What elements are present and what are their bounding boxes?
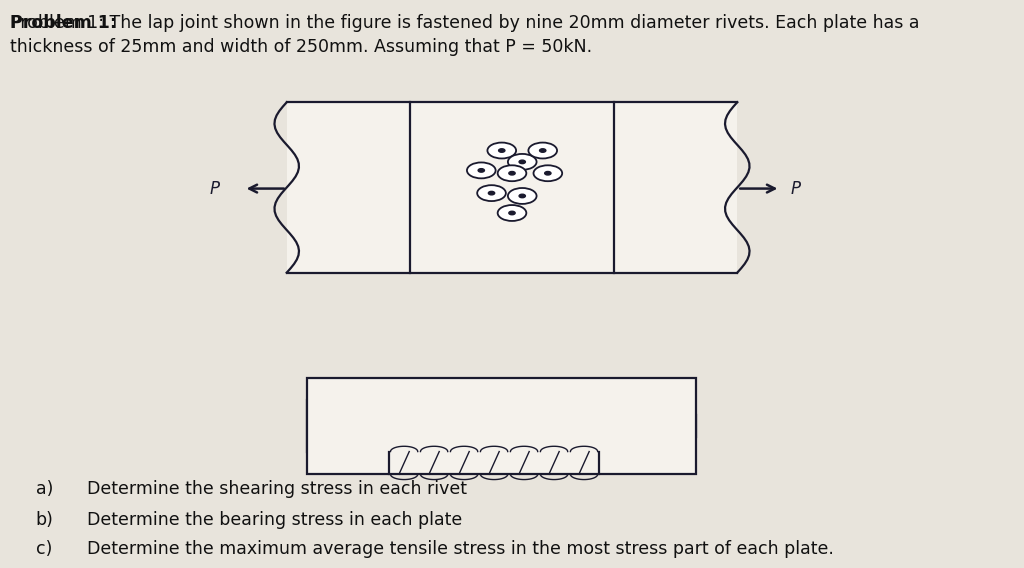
- Circle shape: [498, 165, 526, 181]
- Text: Determine the shearing stress in each rivet: Determine the shearing stress in each ri…: [87, 480, 467, 498]
- Circle shape: [534, 165, 562, 181]
- Circle shape: [509, 172, 515, 175]
- Circle shape: [477, 185, 506, 201]
- Text: c): c): [36, 540, 52, 558]
- Bar: [287, 102, 737, 273]
- Circle shape: [499, 149, 505, 152]
- Circle shape: [508, 188, 537, 204]
- Circle shape: [508, 154, 537, 170]
- Bar: [369, 415, 696, 437]
- Circle shape: [540, 149, 546, 152]
- Text: a): a): [36, 480, 53, 498]
- Bar: [307, 378, 696, 474]
- Circle shape: [488, 191, 495, 195]
- Circle shape: [467, 162, 496, 178]
- Text: Problem 1:: Problem 1:: [10, 14, 117, 32]
- Circle shape: [519, 194, 525, 198]
- Text: P: P: [209, 179, 219, 198]
- Circle shape: [487, 143, 516, 158]
- Text: Determine the bearing stress in each plate: Determine the bearing stress in each pla…: [87, 511, 462, 529]
- Text: Problem 1: The lap joint shown in the figure is fastened by nine 20mm diameter r: Problem 1: The lap joint shown in the fi…: [10, 14, 920, 56]
- Text: P: P: [791, 179, 801, 198]
- Circle shape: [478, 169, 484, 172]
- Circle shape: [545, 172, 551, 175]
- Circle shape: [528, 143, 557, 158]
- Circle shape: [509, 211, 515, 215]
- Text: b): b): [36, 511, 53, 529]
- Bar: [307, 400, 620, 452]
- Circle shape: [498, 205, 526, 221]
- Text: Determine the maximum average tensile stress in the most stress part of each pla: Determine the maximum average tensile st…: [87, 540, 834, 558]
- Circle shape: [519, 160, 525, 164]
